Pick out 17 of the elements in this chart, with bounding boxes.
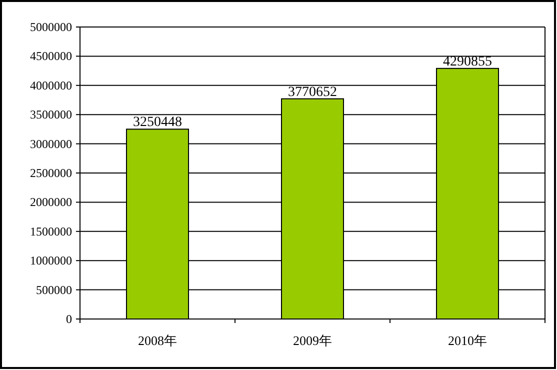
y-tick-label: 2000000	[30, 195, 72, 210]
y-tick-label: 2500000	[30, 166, 72, 180]
y-tick-label: 1500000	[30, 224, 72, 238]
y-tick-label: 3500000	[30, 108, 72, 122]
x-tick-label: 2010年	[448, 333, 487, 348]
x-tick-label: 2009年	[293, 333, 332, 348]
y-tick-label: 3000000	[30, 136, 72, 151]
y-tick-label: 4500000	[30, 49, 72, 64]
y-tick-label: 0	[66, 312, 72, 326]
data-label: 4290855	[443, 54, 492, 70]
data-label: 3770652	[288, 84, 337, 100]
data-label: 3250448	[133, 115, 182, 130]
y-tick-label: 1000000	[30, 254, 72, 268]
y-tick-label: 500000	[36, 282, 72, 297]
y-tick-label: 4000000	[30, 78, 72, 92]
x-tick-label: 2008年	[138, 333, 177, 348]
y-tick-label: 5000000	[30, 20, 72, 34]
